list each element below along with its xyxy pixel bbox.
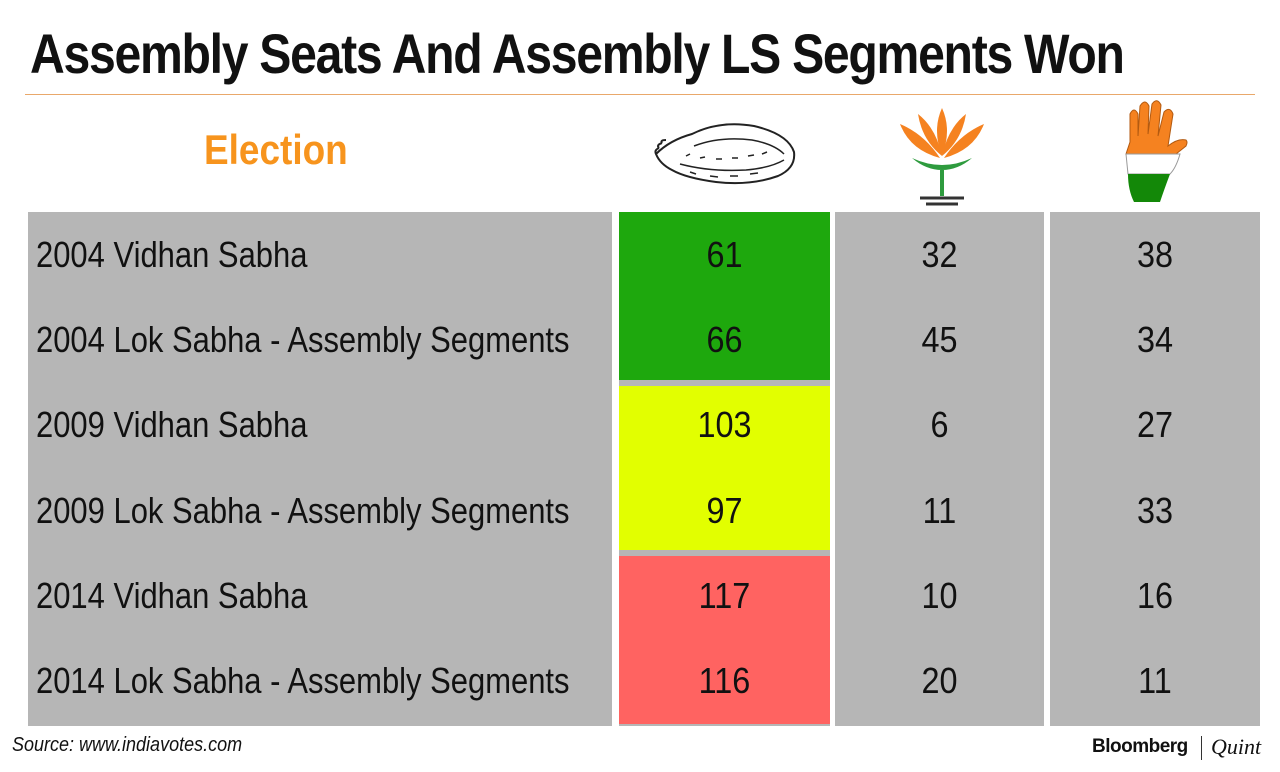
election-column-header: Election bbox=[204, 126, 348, 173]
inc-column: 38 34 27 33 16 11 bbox=[1050, 212, 1260, 726]
value-cell: 38 bbox=[1136, 233, 1174, 275]
value-cell: 27 bbox=[1136, 404, 1174, 446]
value-cell: 10 bbox=[921, 574, 958, 616]
value-cell: 103 bbox=[697, 404, 752, 446]
year-highlight-band bbox=[619, 212, 830, 380]
chart-title: Assembly Seats And Assembly LS Segments … bbox=[30, 22, 1125, 85]
quint-logo: Quint bbox=[1211, 734, 1262, 759]
value-cell: 117 bbox=[698, 574, 751, 616]
value-cell: 32 bbox=[921, 233, 958, 275]
row-election-label: 2009 Vidhan Sabha bbox=[36, 404, 308, 446]
row-election-label: 2009 Lok Sabha - Assembly Segments bbox=[36, 489, 570, 531]
conch-shell-icon bbox=[654, 123, 796, 185]
value-cell: 33 bbox=[1136, 489, 1174, 531]
value-cell: 61 bbox=[706, 233, 743, 275]
value-cell: 66 bbox=[706, 318, 743, 360]
lotus-icon bbox=[900, 108, 984, 206]
year-highlight-band bbox=[619, 556, 830, 724]
title-divider bbox=[25, 94, 1255, 95]
value-cell: 11 bbox=[1138, 660, 1172, 702]
bjp-column: 32 45 6 11 10 20 bbox=[835, 212, 1044, 726]
value-cell: 20 bbox=[921, 660, 958, 702]
bloomberg-logo: Bloomberg bbox=[1092, 736, 1188, 757]
hand-icon bbox=[1125, 100, 1188, 202]
value-cell: 116 bbox=[698, 660, 751, 702]
row-election-label: 2004 Vidhan Sabha bbox=[36, 233, 308, 275]
row-election-label: 2014 Lok Sabha - Assembly Segments bbox=[36, 660, 570, 702]
value-cell: 16 bbox=[1136, 574, 1174, 616]
row-election-label: 2014 Vidhan Sabha bbox=[36, 574, 308, 616]
value-cell: 34 bbox=[1136, 318, 1174, 360]
value-cell: 11 bbox=[922, 489, 957, 531]
election-column bbox=[28, 212, 612, 726]
value-cell: 6 bbox=[930, 404, 949, 446]
value-cell: 45 bbox=[921, 318, 958, 360]
source-note: Source: www.indiavotes.com bbox=[12, 734, 243, 756]
value-cell: 97 bbox=[706, 489, 743, 531]
row-election-label: 2004 Lok Sabha - Assembly Segments bbox=[36, 318, 570, 360]
year-highlight-band bbox=[619, 385, 830, 551]
bjd-column: 61 66 103 97 117 116 bbox=[619, 212, 830, 726]
brand-divider bbox=[1201, 736, 1202, 760]
